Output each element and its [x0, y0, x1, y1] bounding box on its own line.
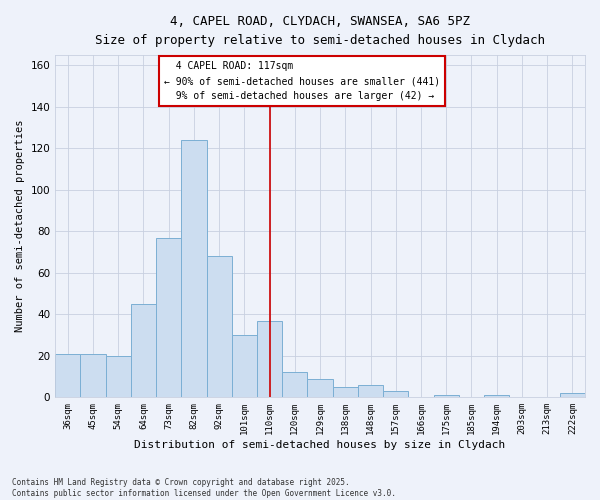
- Bar: [55, 354, 80, 398]
- Bar: [80, 354, 106, 398]
- Y-axis label: Number of semi-detached properties: Number of semi-detached properties: [15, 120, 25, 332]
- Bar: [434, 396, 459, 398]
- Bar: [131, 304, 156, 398]
- Bar: [106, 356, 131, 398]
- Bar: [560, 393, 585, 398]
- Bar: [332, 387, 358, 398]
- Text: Contains HM Land Registry data © Crown copyright and database right 2025.
Contai: Contains HM Land Registry data © Crown c…: [12, 478, 396, 498]
- Bar: [307, 378, 332, 398]
- Bar: [156, 238, 181, 398]
- Bar: [181, 140, 206, 398]
- Bar: [206, 256, 232, 398]
- Bar: [257, 320, 282, 398]
- Bar: [282, 372, 307, 398]
- Title: 4, CAPEL ROAD, CLYDACH, SWANSEA, SA6 5PZ
Size of property relative to semi-detac: 4, CAPEL ROAD, CLYDACH, SWANSEA, SA6 5PZ…: [95, 15, 545, 47]
- Bar: [383, 391, 409, 398]
- Bar: [358, 385, 383, 398]
- Bar: [484, 396, 509, 398]
- Bar: [232, 335, 257, 398]
- X-axis label: Distribution of semi-detached houses by size in Clydach: Distribution of semi-detached houses by …: [134, 440, 506, 450]
- Text: 4 CAPEL ROAD: 117sqm
← 90% of semi-detached houses are smaller (441)
  9% of sem: 4 CAPEL ROAD: 117sqm ← 90% of semi-detac…: [164, 62, 440, 101]
